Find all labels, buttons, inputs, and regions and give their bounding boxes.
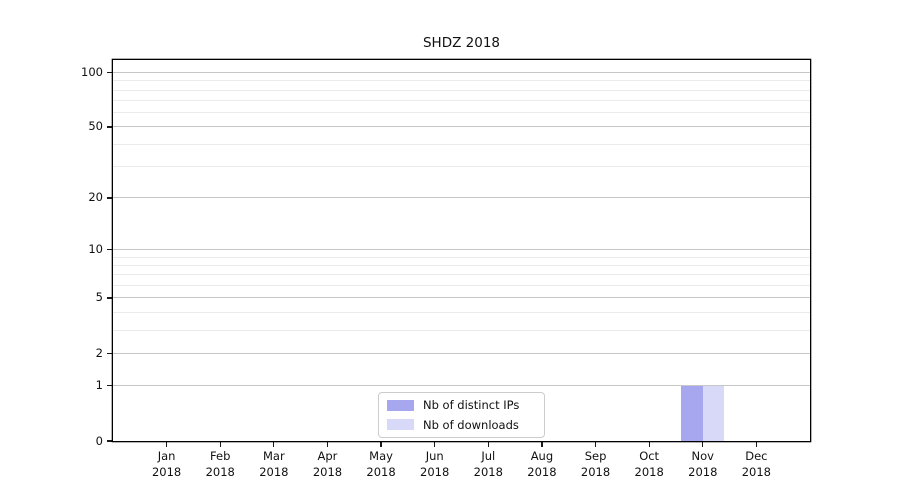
bar-nov-s1	[702, 385, 725, 441]
minor-gridline	[113, 256, 810, 258]
x-tick-mark	[165, 441, 168, 447]
x-tick-label: Oct 2018	[634, 449, 664, 479]
x-tick-mark	[326, 441, 329, 447]
x-tick-label: Jun 2018	[420, 449, 450, 479]
x-tick-label: May 2018	[366, 449, 396, 479]
x-tick-mark	[273, 441, 275, 447]
x-tick-label: Dec 2018	[741, 449, 772, 479]
y-tick-mark	[107, 297, 112, 299]
y-tick-mark	[107, 197, 112, 199]
legend-item-distinct-ips: Nb of distinct IPs	[387, 398, 544, 412]
x-tick-mark	[380, 441, 382, 447]
major-gridline	[113, 71, 810, 73]
y-tick-label: 1	[95, 378, 103, 393]
y-tick-label: 100	[81, 64, 103, 79]
y-tick-label: 10	[88, 241, 103, 256]
legend-label-distinct-ips: Nb of distinct IPs	[423, 398, 520, 413]
x-tick-label: Jul 2018	[473, 449, 503, 479]
x-tick-mark	[702, 441, 704, 447]
plot-area	[113, 60, 810, 441]
y-tick-label: 50	[88, 119, 103, 134]
y-tick-mark	[107, 126, 112, 128]
x-tick-label: Feb 2018	[205, 449, 235, 479]
minor-gridline	[113, 311, 810, 313]
x-tick-label: Sep 2018	[580, 449, 611, 479]
minor-gridline	[113, 274, 810, 276]
major-gridline	[113, 197, 810, 199]
x-tick-label: Apr 2018	[312, 449, 343, 479]
y-tick-mark	[107, 352, 112, 354]
minor-gridline	[113, 80, 810, 82]
major-gridline	[113, 385, 810, 387]
x-tick-mark	[434, 441, 436, 447]
x-tick-mark	[219, 441, 221, 447]
legend-swatch-downloads	[387, 419, 414, 431]
x-tick-mark	[755, 441, 758, 447]
major-gridline	[113, 248, 810, 250]
y-tick-mark	[107, 440, 112, 442]
x-tick-mark	[648, 441, 650, 447]
x-tick-mark	[541, 441, 543, 447]
minor-gridline	[113, 285, 810, 287]
minor-gridline	[113, 112, 810, 114]
legend-label-downloads: Nb of downloads	[423, 417, 519, 432]
bar-nov-s0	[681, 385, 703, 441]
y-tick-label: 2	[95, 345, 103, 360]
minor-gridline	[113, 89, 810, 91]
y-tick-label: 0	[95, 433, 103, 448]
y-tick-mark	[107, 248, 112, 251]
minor-gridline	[113, 166, 810, 168]
legend-swatch-distinct-ips	[387, 399, 414, 411]
x-tick-label: Nov 2018	[688, 449, 718, 479]
minor-gridline	[113, 265, 810, 267]
minor-gridline	[113, 329, 810, 331]
major-gridline	[113, 126, 810, 128]
x-tick-label: Aug 2018	[527, 449, 557, 479]
x-tick-label: Jan 2018	[151, 449, 182, 479]
y-tick-label: 5	[95, 290, 103, 305]
minor-gridline	[113, 143, 810, 145]
legend: Nb of distinct IPs Nb of downloads	[378, 392, 545, 438]
y-tick-label: 20	[88, 190, 103, 205]
y-tick-mark	[107, 71, 112, 74]
x-tick-mark	[594, 441, 597, 447]
x-tick-mark	[487, 441, 489, 447]
major-gridline	[113, 297, 810, 299]
minor-gridline	[113, 100, 810, 102]
major-gridline	[113, 352, 810, 354]
chart-title: SHDZ 2018	[422, 35, 500, 51]
x-tick-label: Mar 2018	[259, 449, 289, 479]
legend-item-downloads: Nb of downloads	[387, 418, 544, 432]
y-tick-mark	[107, 384, 112, 387]
